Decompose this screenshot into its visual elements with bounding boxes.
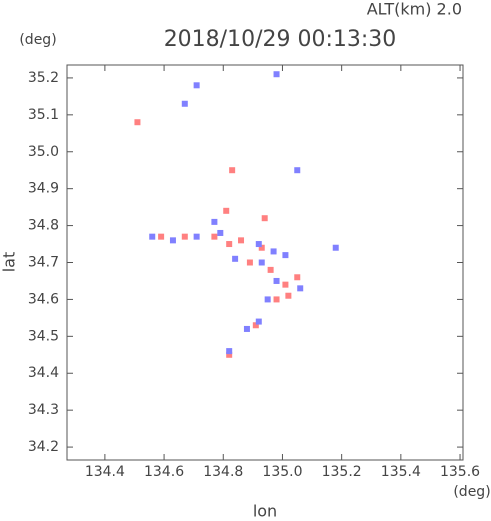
y-tick-label: 34.5 [28,328,59,344]
echo-point [267,266,274,273]
y-tick-label: 34.9 [28,181,59,197]
echo-point [211,233,218,240]
echo-point [273,296,280,303]
echo-point [285,292,292,299]
echo-point [217,229,224,236]
x-tick-label: 135.0 [262,464,302,480]
echo-point [158,233,165,240]
echo-point [149,233,156,240]
echo-point [243,325,250,332]
y-tick-label: 34.8 [28,218,59,234]
echo-point [238,237,245,244]
y-tick-label: 34.3 [28,402,59,418]
x-tick-label: 135.4 [381,464,421,480]
x-tick-label: 134.8 [203,464,243,480]
echo-point [169,237,176,244]
echo-point [258,259,265,266]
echo-point [223,207,230,214]
echo-point [232,255,239,262]
x-tick-label: 135.6 [440,464,480,480]
echo-point [211,218,218,225]
echo-point [255,318,262,325]
echo-point [226,351,233,358]
y-tick-label: 34.7 [28,255,59,271]
echo-point [226,241,233,248]
echo-point [193,233,200,240]
echo-point [258,244,265,251]
echo-point [181,100,188,107]
y-tick-label: 35.1 [28,107,59,123]
chart-subtitle: ALT(km) 2.0 [367,0,462,19]
y-tick-label: 34.6 [28,291,59,307]
chart-title: 2018/10/29 00:13:30 [164,27,397,52]
echo-point [294,274,301,281]
echo-point [282,281,289,288]
y-tick-label: 34.4 [28,365,59,381]
echo-point [193,82,200,89]
plot-frame [66,64,464,461]
x-tick-label: 134.6 [144,464,184,480]
x-tick-label: 135.2 [322,464,362,480]
y-tick-label: 34.2 [28,439,59,455]
echo-point [294,167,301,174]
echo-point [134,119,141,126]
echo-point [226,348,233,355]
echo-point [255,241,262,248]
echo-point [270,248,277,255]
x-unit: (deg) [453,484,490,500]
echo-point [264,296,271,303]
y-tick-label: 35.0 [28,144,59,160]
y-axis-label: lat [0,252,19,273]
echo-point [297,285,304,292]
echo-point [246,259,253,266]
echo-point [252,322,259,329]
echo-point [229,167,236,174]
echo-point [273,277,280,284]
echo-point [332,244,339,251]
y-tick-label: 35.2 [28,70,59,86]
echo-point [273,71,280,78]
echo-point [181,233,188,240]
x-tick-label: 134.4 [85,464,125,480]
echo-point [282,252,289,259]
echo-point [261,215,268,222]
y-unit: (deg) [19,32,56,48]
x-axis-label: lon [253,502,277,521]
